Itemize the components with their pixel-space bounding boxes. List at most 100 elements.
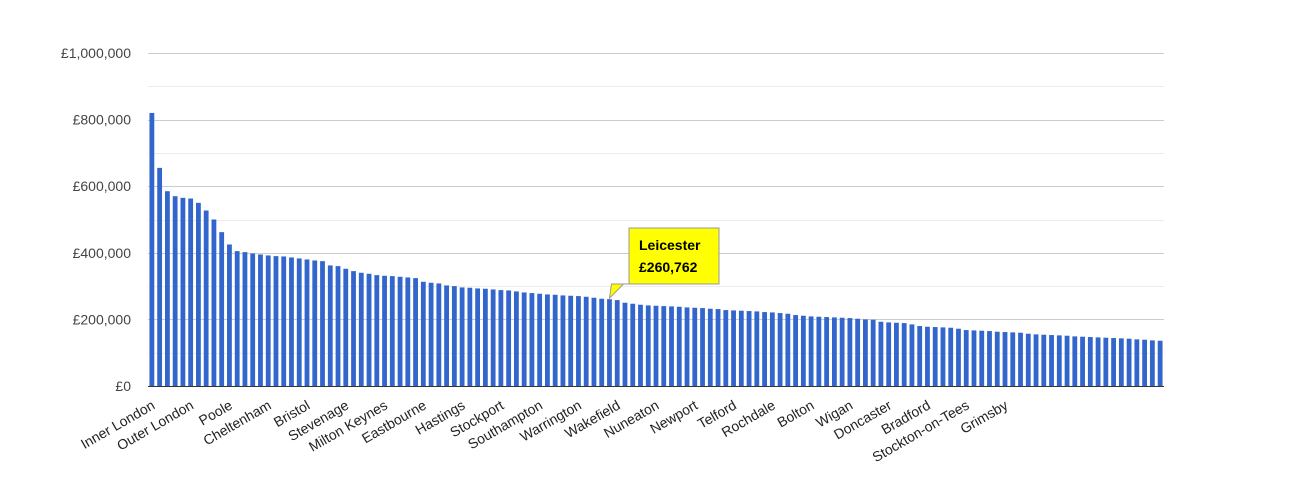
bar <box>676 306 682 386</box>
bar <box>312 260 318 386</box>
bar <box>521 292 527 386</box>
bar <box>963 330 969 386</box>
bar <box>203 210 209 386</box>
bar <box>738 310 744 386</box>
bar <box>258 254 263 386</box>
bar <box>669 306 674 386</box>
bar <box>568 295 574 386</box>
bar <box>467 287 473 386</box>
bar <box>987 331 992 386</box>
bar <box>1118 338 1124 386</box>
bar <box>831 317 837 386</box>
bar <box>172 196 178 386</box>
bar <box>475 288 481 386</box>
bar <box>785 313 791 386</box>
bar <box>653 305 659 386</box>
bar <box>1142 339 1148 386</box>
bar <box>157 167 163 386</box>
bar <box>599 298 605 386</box>
bar <box>436 283 442 386</box>
bar <box>188 198 194 386</box>
bar <box>265 255 271 386</box>
bar <box>731 310 736 386</box>
bar <box>1103 337 1109 386</box>
bar <box>824 317 830 386</box>
bar <box>715 309 721 386</box>
bar <box>940 327 946 386</box>
bar <box>560 295 566 386</box>
bar <box>661 306 667 386</box>
bar <box>451 286 457 386</box>
bar <box>459 287 465 386</box>
bar <box>242 252 248 386</box>
bar <box>513 291 519 386</box>
bar <box>723 310 729 386</box>
gridlines <box>148 53 1164 354</box>
bar <box>149 112 155 386</box>
bar <box>234 251 240 386</box>
y-tick-label: £1,000,000 <box>61 45 131 61</box>
bar <box>335 266 341 386</box>
bar <box>211 219 217 386</box>
bar <box>490 289 496 386</box>
bar <box>413 278 418 386</box>
y-tick-label: £0 <box>115 378 131 394</box>
bar <box>700 308 705 386</box>
bar <box>1095 337 1101 386</box>
bar <box>482 288 488 386</box>
bar <box>327 265 333 386</box>
y-tick-label: £600,000 <box>73 178 132 194</box>
bar <box>281 256 287 386</box>
bar <box>545 294 550 386</box>
bar <box>420 281 426 386</box>
bar <box>948 327 954 386</box>
bar <box>684 307 690 386</box>
bar <box>1126 338 1132 386</box>
bar <box>1025 333 1031 386</box>
bar <box>886 322 892 386</box>
bar <box>917 326 923 386</box>
bar <box>273 256 279 386</box>
bar <box>1111 338 1116 386</box>
bar <box>994 331 1000 386</box>
bar <box>638 304 643 386</box>
bar <box>591 297 597 386</box>
bar <box>622 302 628 386</box>
bar <box>1056 335 1062 386</box>
bar <box>630 303 636 386</box>
bar <box>979 330 985 386</box>
bar <box>863 319 868 386</box>
bar <box>614 300 620 386</box>
bar <box>971 330 977 386</box>
bar <box>289 257 294 386</box>
bar <box>909 324 915 386</box>
bar <box>296 258 302 386</box>
bar <box>870 319 876 386</box>
bar <box>894 322 899 386</box>
tooltip-value: £260,762 <box>639 259 698 275</box>
bar <box>506 290 512 386</box>
bars <box>149 112 1163 387</box>
bar <box>1049 335 1054 386</box>
bar <box>304 259 310 386</box>
y-tick-label: £400,000 <box>73 245 132 261</box>
bar <box>1018 332 1023 386</box>
bar <box>552 294 558 386</box>
bar <box>397 276 403 386</box>
bar <box>498 290 504 386</box>
bar <box>901 323 907 386</box>
bar <box>576 296 581 386</box>
y-tick-label: £800,000 <box>73 112 132 128</box>
bar <box>1041 334 1047 386</box>
bar <box>1064 335 1070 386</box>
bar <box>389 276 395 386</box>
bar <box>343 268 349 386</box>
bar <box>180 197 186 386</box>
x-tick-label: Bolton <box>774 397 816 431</box>
tooltip-box <box>608 227 720 300</box>
bar <box>351 271 356 386</box>
bar <box>925 326 930 386</box>
bar <box>645 305 651 386</box>
bar <box>444 285 449 386</box>
